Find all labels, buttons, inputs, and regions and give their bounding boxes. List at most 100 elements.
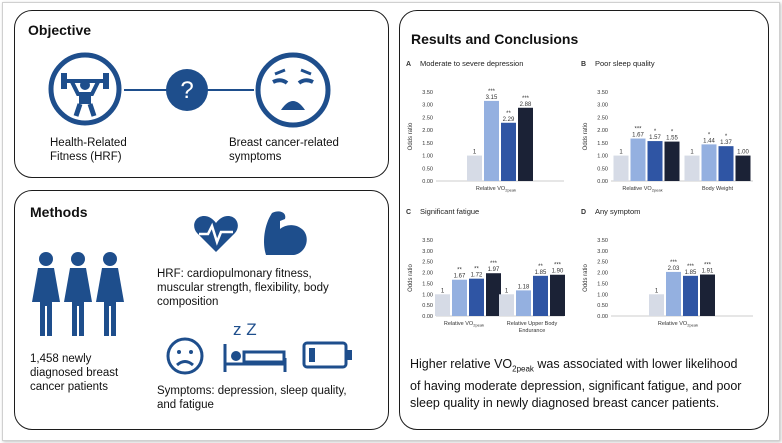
chart-any-symptom: D Any symptom Odds ratio 0.00 0.50 1.00 1.50 2.… bbox=[581, 207, 753, 328]
x-group-label: Body Weight bbox=[702, 186, 734, 192]
bar-value-label: 1.72 bbox=[471, 273, 483, 279]
bar bbox=[452, 279, 467, 316]
question-circle-icon: ? bbox=[166, 69, 208, 111]
x-group-label: Relative VO2peak bbox=[476, 186, 516, 193]
chart-panel-letter: C bbox=[406, 209, 411, 216]
summary-line3: sleep quality in newly diagnosed breast … bbox=[410, 395, 720, 410]
bar bbox=[486, 273, 501, 316]
bar-value-label: 1.97 bbox=[488, 267, 500, 273]
significance-label: ** bbox=[474, 267, 479, 273]
results-summary: Higher relative VO2peak was associated w… bbox=[410, 356, 765, 412]
bar bbox=[518, 107, 533, 181]
bar-value-label: 1 bbox=[441, 288, 445, 294]
bar bbox=[649, 294, 664, 316]
y-tick-label: 2.00 bbox=[597, 271, 608, 277]
methods-title: Methods bbox=[30, 204, 88, 220]
y-tick-label: 0.00 bbox=[597, 314, 608, 320]
x-group-label: Relative Upper Body bbox=[507, 321, 558, 327]
summary-pre: Higher relative VO bbox=[410, 357, 513, 371]
bar bbox=[700, 274, 715, 316]
significance-label: * bbox=[654, 129, 657, 135]
significance-label: ** bbox=[538, 264, 543, 270]
chart-sleep: B Poor sleep quality Odds ratio 0.00 0.50 1.0… bbox=[581, 59, 753, 193]
x-group-label: Relative VO2peak bbox=[658, 321, 698, 328]
y-tick-label: 1.00 bbox=[422, 292, 433, 298]
symptoms-label: Breast cancer-related symptoms bbox=[229, 136, 379, 164]
chart-panel-letter: A bbox=[406, 61, 411, 68]
bar-value-label: 1 bbox=[619, 150, 623, 156]
significance-label: * bbox=[671, 130, 674, 136]
bar bbox=[484, 100, 499, 181]
x-group-label-sub: 2peak bbox=[687, 323, 698, 328]
hrf-line3: composition bbox=[157, 296, 219, 308]
hrf-line2: muscular strength, flexibility, body bbox=[157, 282, 329, 294]
y-tick-label: 2.50 bbox=[597, 115, 608, 121]
y-tick-label: 0.00 bbox=[597, 179, 608, 185]
y-tick-label: 2.00 bbox=[422, 128, 433, 134]
bar-value-label: 1.18 bbox=[518, 284, 530, 290]
bar-value-label: 1.44 bbox=[703, 138, 715, 144]
chart-depression: A Moderate to severe depression Odds ratio… bbox=[406, 59, 564, 193]
bar-value-label: 1.85 bbox=[685, 270, 697, 276]
hrf-label-line2: Fitness (HRF) bbox=[50, 151, 122, 163]
chart-panel-letter: D bbox=[581, 209, 586, 216]
significance-label: ** bbox=[457, 268, 462, 274]
y-tick-label: 0.50 bbox=[597, 303, 608, 309]
symptoms-label-line1: Breast cancer-related bbox=[229, 137, 339, 149]
symptoms-line2: and fatigue bbox=[157, 399, 214, 411]
y-tick-label: 1.50 bbox=[422, 281, 433, 287]
bar-value-label: 1.00 bbox=[737, 150, 749, 156]
y-tick-label: 2.50 bbox=[422, 260, 433, 266]
patients-text: 1,458 newly diagnosed breast cancer pati… bbox=[30, 352, 160, 394]
bar-value-label: 1 bbox=[690, 150, 694, 156]
x-group-label: Relative VO2peak bbox=[622, 186, 662, 193]
bar bbox=[683, 275, 698, 316]
bar bbox=[630, 138, 646, 181]
significance-label: *** bbox=[670, 260, 678, 266]
weightlifter-icon bbox=[48, 52, 122, 126]
bar bbox=[501, 122, 516, 181]
bar bbox=[499, 294, 514, 316]
bar bbox=[467, 155, 482, 181]
bar-value-label: 1.67 bbox=[632, 133, 644, 139]
y-tick-label: 3.00 bbox=[597, 103, 608, 109]
low-battery-icon bbox=[302, 341, 352, 369]
y-tick-label: 3.00 bbox=[597, 249, 608, 255]
significance-label: *** bbox=[488, 89, 496, 95]
y-tick-label: 1.50 bbox=[422, 141, 433, 147]
results-title: Results and Conclusions bbox=[411, 31, 579, 47]
x-group-label-sub: 2peak bbox=[473, 323, 484, 328]
hrf-text: HRF: cardiopulmonary fitness, muscular s… bbox=[157, 267, 387, 309]
bar bbox=[533, 275, 548, 316]
symptoms-text: Symptoms: depression, sleep quality, and… bbox=[157, 384, 387, 412]
bar bbox=[664, 141, 680, 181]
significance-label: *** bbox=[704, 263, 712, 269]
chart-title: Any symptom bbox=[595, 207, 640, 216]
chart-title: Poor sleep quality bbox=[595, 59, 655, 68]
significance-label: ** bbox=[506, 111, 511, 117]
y-tick-label: 1.00 bbox=[422, 154, 433, 160]
y-tick-label: 2.00 bbox=[597, 128, 608, 134]
objective-title: Objective bbox=[28, 22, 92, 38]
bar-value-label: 2.29 bbox=[503, 117, 515, 123]
bar-value-label: 1.57 bbox=[649, 135, 661, 141]
y-axis-label: Odds ratio bbox=[583, 122, 589, 150]
chart-panel-letter: B bbox=[581, 61, 586, 68]
bar-value-label: 1 bbox=[505, 288, 509, 294]
y-tick-label: 3.00 bbox=[422, 103, 433, 109]
bar-value-label: 3.15 bbox=[486, 95, 498, 101]
x-group-label-sub: 2peak bbox=[505, 188, 516, 193]
bar-value-label: 1.37 bbox=[720, 140, 732, 146]
bar-value-label: 1 bbox=[473, 150, 477, 156]
y-tick-label: 2.00 bbox=[422, 271, 433, 277]
symptoms-label-line2: symptoms bbox=[229, 151, 282, 163]
tired-face-icon bbox=[255, 52, 331, 128]
bar bbox=[516, 290, 531, 316]
significance-label: *** bbox=[554, 263, 562, 269]
bar bbox=[735, 155, 751, 181]
sad-face-icon bbox=[166, 337, 204, 375]
bar bbox=[647, 141, 663, 181]
y-tick-label: 0.00 bbox=[422, 314, 433, 320]
heart-pulse-icon bbox=[194, 216, 238, 252]
bar bbox=[613, 155, 629, 181]
